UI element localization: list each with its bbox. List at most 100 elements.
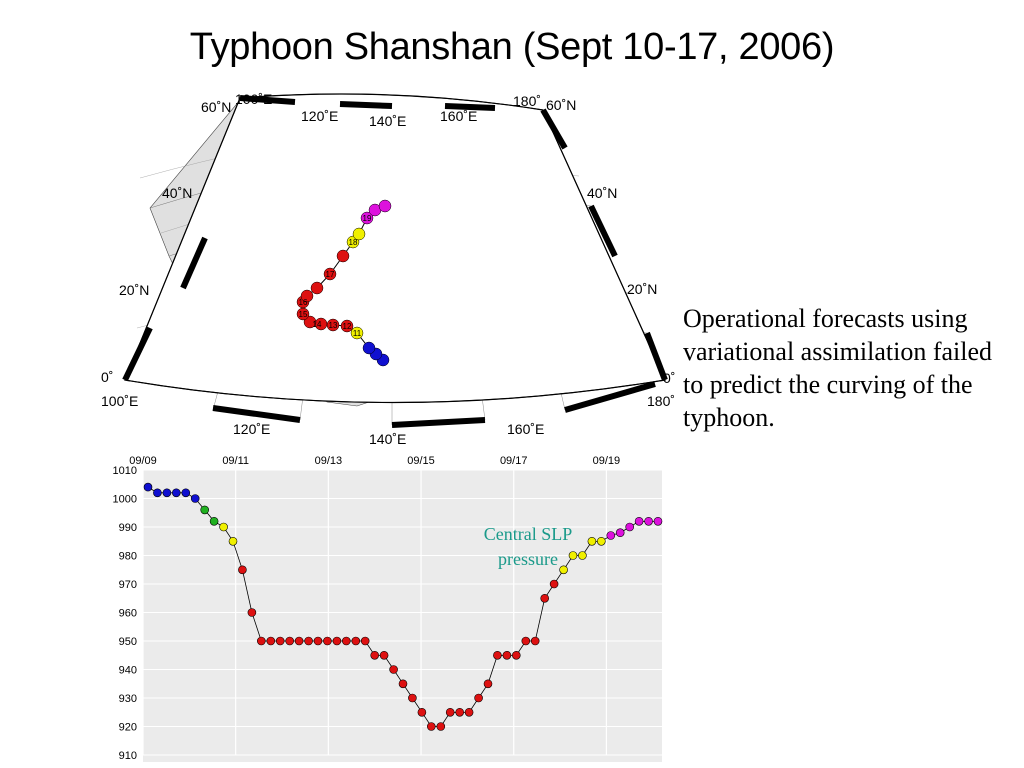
- map-frame: [122, 93, 668, 428]
- track-day-label: 15: [299, 310, 308, 319]
- pressure-point: [568, 551, 578, 560]
- map-frame-segment: [122, 326, 153, 382]
- lon-label-140e-bottom: 140˚E: [369, 431, 406, 447]
- map-frame-segment: [391, 417, 486, 428]
- x-axis-ticks: 09/09 09/11 09/13 09/15 09/17 09/19: [129, 455, 620, 467]
- pressure-point: [219, 522, 228, 532]
- pressure-point: [323, 636, 332, 646]
- y-tick-label: 920: [119, 722, 137, 734]
- track-day-label: 11: [353, 329, 362, 338]
- map-frame-segment: [644, 331, 668, 382]
- pressure-point: [275, 636, 285, 646]
- y-tick-label: 980: [119, 551, 137, 563]
- lat-label-40n: 40˚N: [162, 185, 192, 201]
- lat-label-40n-right: 40˚N: [587, 185, 617, 201]
- pressure-point: [417, 707, 427, 717]
- x-tick-label: 09/15: [407, 455, 435, 467]
- page-title: Typhoon Shanshan (Sept 10-17, 2006): [189, 26, 835, 68]
- track-day-label: 13: [329, 321, 338, 330]
- caption-text: Operational forecasts using variational …: [683, 304, 993, 432]
- track-day-label: 17: [326, 270, 335, 279]
- map-frame-segment: [180, 236, 208, 290]
- y-tick-label: 990: [119, 522, 137, 534]
- track-day-label: 14: [313, 320, 322, 329]
- y-tick-label: 1000: [113, 494, 137, 506]
- lon-label-120e-bottom: 120˚E: [233, 421, 270, 437]
- pressure-series-points: [143, 482, 663, 731]
- pressure-point: [332, 636, 342, 646]
- pressure-point: [162, 488, 172, 498]
- lat-label-20n: 20˚N: [119, 282, 149, 298]
- track-day-label: 18: [349, 238, 358, 247]
- pressure-point: [511, 651, 521, 660]
- y-axis-ticks: 1010 1000 990 980 970 960 950 940 930 920 910: [113, 465, 137, 762]
- pressure-point: [379, 651, 389, 660]
- pressure-point: [143, 482, 153, 492]
- lon-label-140e: 140˚E: [369, 113, 406, 129]
- lat-label-60n-right: 60˚N: [546, 97, 576, 113]
- x-tick-label: 09/11: [222, 455, 249, 467]
- pressure-point: [304, 636, 313, 646]
- pressure-point: [653, 517, 663, 526]
- pressure-point: [190, 494, 200, 503]
- track-point: [340, 319, 354, 333]
- track-point: [378, 199, 392, 213]
- pressure-point: [436, 722, 446, 731]
- lon-label-100e: 100˚E: [235, 91, 272, 107]
- lon-label-180: 180˚: [513, 93, 541, 109]
- track-point: [360, 211, 374, 225]
- annotation-line-2: pressure: [498, 549, 558, 569]
- pressure-point: [493, 651, 502, 660]
- pressure-point: [153, 488, 162, 498]
- map-frame-segment: [444, 103, 496, 111]
- track-point: [300, 289, 314, 303]
- pressure-point: [285, 636, 294, 646]
- x-tick-label: 09/19: [593, 455, 621, 467]
- x-tick-label: 09/13: [315, 455, 343, 467]
- map-frame-segment: [540, 108, 568, 150]
- track-point: [310, 281, 324, 295]
- track-point: [336, 249, 350, 263]
- track-point: [352, 227, 366, 241]
- pressure-point: [200, 505, 209, 515]
- map-frame-segment: [564, 381, 656, 413]
- pressure-point: [426, 722, 436, 731]
- pressure-point: [351, 636, 361, 646]
- pressure-point: [540, 594, 550, 603]
- track-day-label: 19: [363, 214, 372, 223]
- map-background: [124, 93, 666, 403]
- lon-label-160e-bottom: 160˚E: [507, 421, 544, 437]
- pressure-point: [247, 608, 257, 617]
- pressure-point: [181, 488, 191, 498]
- pressure-point: [606, 531, 616, 540]
- lat-label-0: 0˚: [101, 369, 113, 385]
- y-tick-label: 970: [119, 579, 137, 591]
- pressure-point: [238, 565, 247, 575]
- map-frame-segment: [588, 204, 618, 258]
- pressure-point: [398, 679, 408, 689]
- y-tick-label: 960: [119, 608, 137, 620]
- pressure-point: [596, 537, 606, 546]
- pressure-point: [644, 517, 653, 526]
- y-tick-label: 950: [119, 636, 137, 648]
- pressure-point: [615, 528, 625, 537]
- lon-label-160e: 160˚E: [440, 108, 477, 124]
- pressure-point: [445, 707, 455, 717]
- pressure-point: [483, 679, 493, 689]
- x-tick-label: 09/17: [500, 455, 528, 467]
- pressure-point: [370, 651, 380, 660]
- pressure-point: [257, 636, 266, 646]
- pressure-point: [559, 565, 568, 575]
- map-coordinate-labels: 0˚ 0˚ 20˚N 20˚N 40˚N 40˚N 60˚N 60˚N 100˚…: [101, 91, 675, 447]
- pressure-point: [172, 488, 181, 498]
- lat-label-20n-right: 20˚N: [627, 281, 657, 297]
- track-point: [303, 315, 317, 329]
- pressure-point: [464, 707, 474, 717]
- pressure-point: [360, 636, 370, 646]
- pressure-point: [313, 636, 323, 646]
- pressure-point: [587, 537, 597, 546]
- map-frame-segment: [339, 101, 393, 109]
- pressure-point: [455, 707, 465, 717]
- lon-label-100e-bottom: 100˚E: [101, 393, 138, 409]
